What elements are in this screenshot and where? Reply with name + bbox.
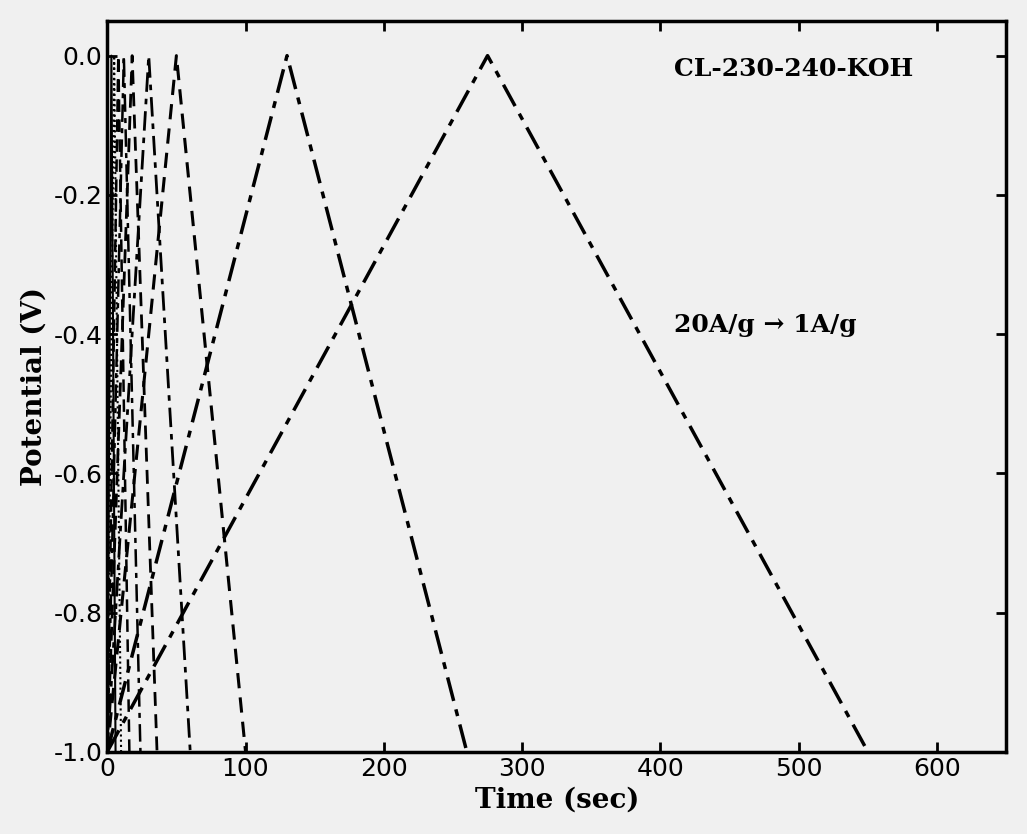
- Text: CL-230-240-KOH: CL-230-240-KOH: [674, 58, 913, 82]
- Text: 20A/g → 1A/g: 20A/g → 1A/g: [674, 314, 857, 337]
- X-axis label: Time (sec): Time (sec): [474, 786, 639, 813]
- Y-axis label: Potential (V): Potential (V): [21, 287, 48, 485]
